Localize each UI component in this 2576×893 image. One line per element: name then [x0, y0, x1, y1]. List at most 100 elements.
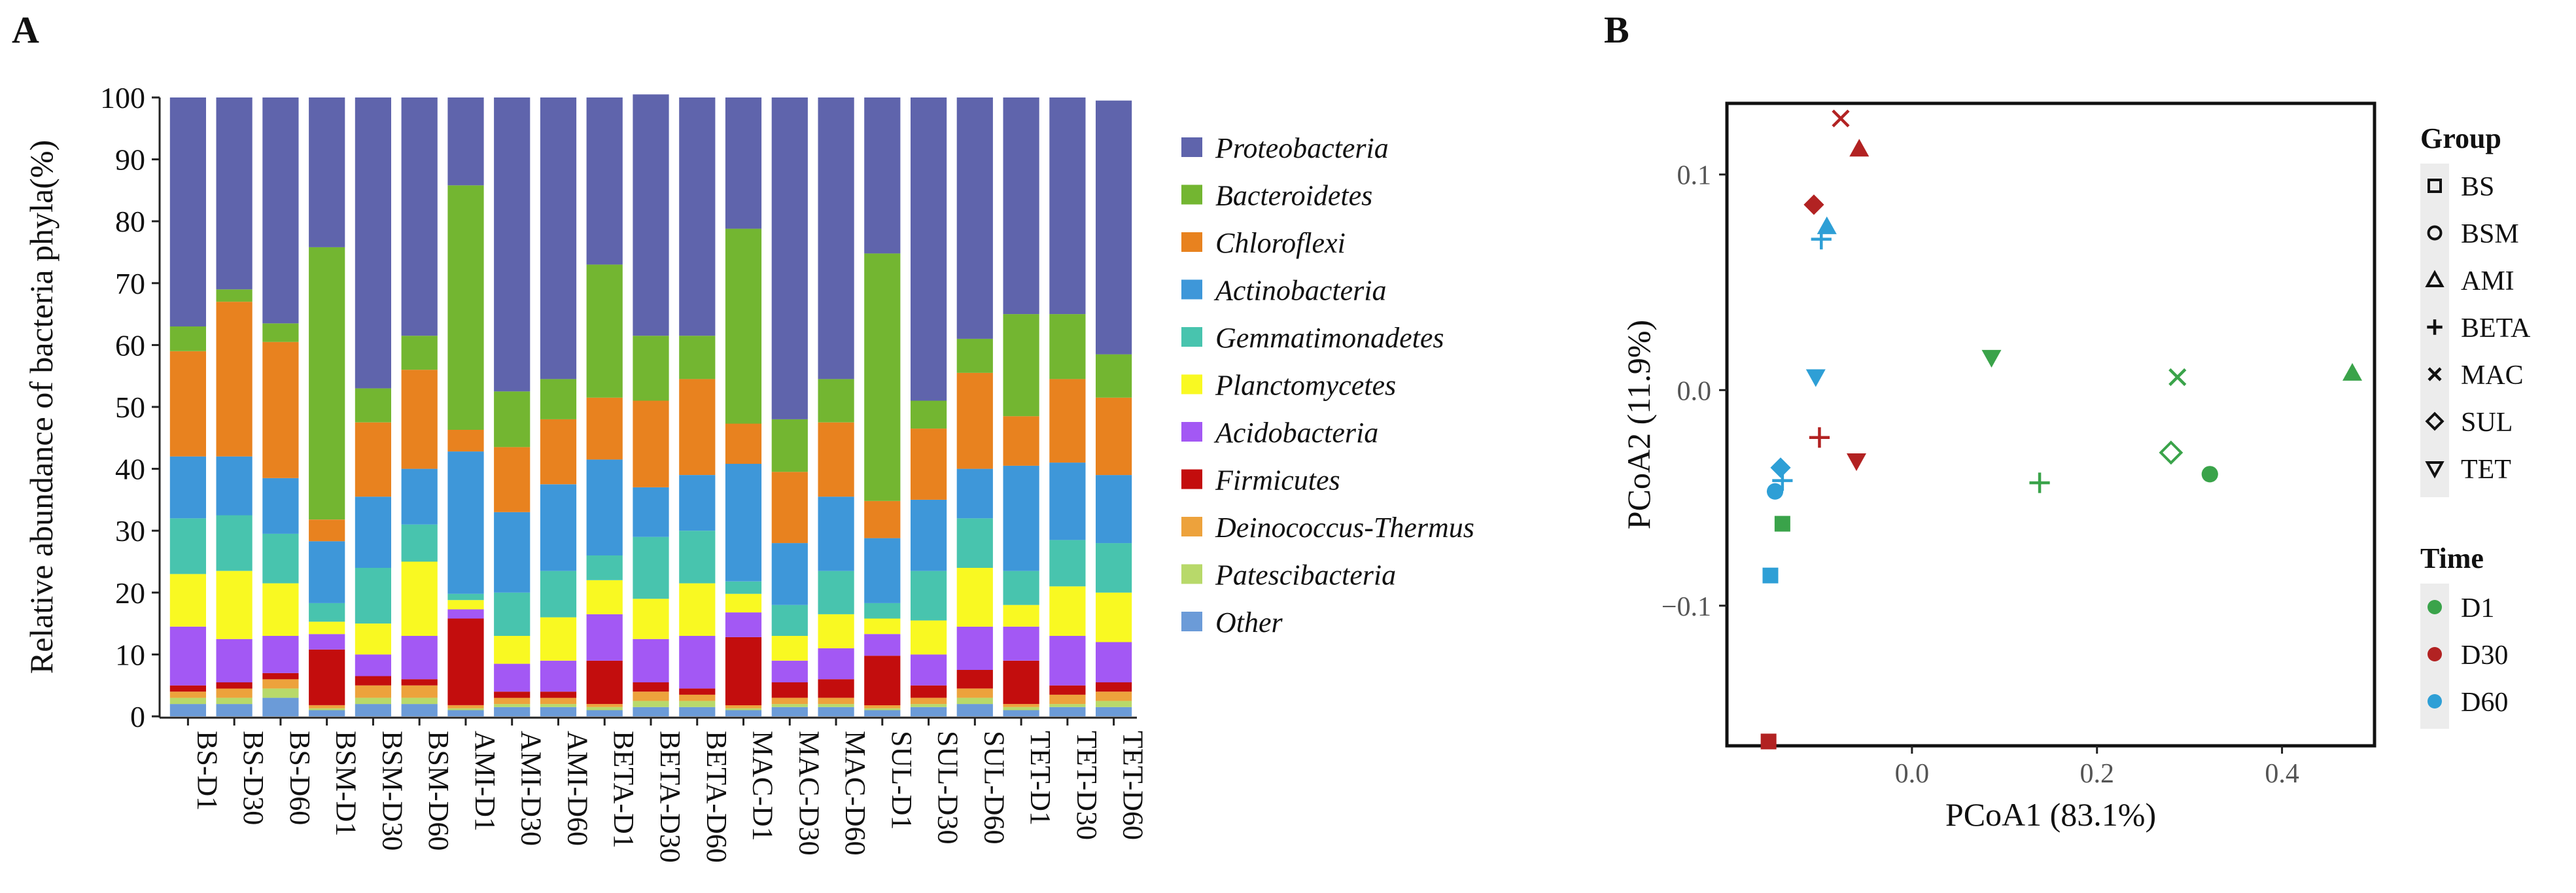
bar-segment-bacteroidetes-ami-d60 [540, 379, 577, 419]
bar-segment-patescibacteria-beta-d60 [679, 701, 716, 707]
bar-segment-firmicutes-ami-d30 [494, 692, 531, 698]
bar-segment-other-ami-d1 [447, 710, 484, 716]
x-tick-label-mac-d60: MAC-D60 [839, 731, 871, 856]
legend-swatch-patescibacteria [1181, 564, 1202, 584]
point-beta-d1 [2029, 472, 2050, 493]
bar-segment-gemmatimonadetes-bs-d1 [169, 518, 206, 574]
legend-swatch-other [1181, 612, 1202, 631]
legend-label-other: Other [1215, 606, 1283, 639]
bar-segment-acidobacteria-sul-d30 [911, 654, 947, 686]
legend-label-d30: D30 [2461, 640, 2508, 671]
legend: Group Time BS BSM AMI BETA MAC SUL TET D1 D30 D60 [2420, 122, 2531, 729]
bar-segment-chloroflexi-mac-d30 [771, 472, 808, 544]
bar-segment-bacteroidetes-ami-d1 [447, 185, 484, 430]
bar-segment-firmicutes-bs-d30 [216, 682, 252, 689]
bar-segment-acidobacteria-tet-d60 [1096, 642, 1132, 682]
bar-segment-other-mac-d30 [771, 707, 808, 716]
bar-segment-acidobacteria-sul-d60 [956, 626, 993, 670]
bar-segment-gemmatimonadetes-bs-d30 [216, 515, 252, 571]
bar-segment-other-sul-d30 [911, 707, 947, 716]
bar-segment-actinobacteria-beta-d1 [586, 459, 623, 555]
bar-segment-chloroflexi-bs-d60 [262, 341, 299, 478]
legend-swatch-bacteroidetes [1181, 184, 1202, 205]
bar-segment-bacteroidetes-ami-d30 [494, 391, 531, 447]
bar-segment-actinobacteria-tet-d1 [1003, 465, 1039, 571]
legend-label-ami: AMI [2461, 266, 2515, 296]
bar-segment-actinobacteria-beta-d30 [633, 487, 669, 537]
y-axis-ticks: 0 10 20 30 40 50 60 70 80 90 100 [100, 81, 160, 733]
bar-segment-planctomycetes-mac-d30 [771, 636, 808, 661]
x-tick-label-sul-d30: SUL-D30 [932, 731, 964, 845]
bar-segment-proteobacteria-bsm-d30 [355, 97, 391, 389]
bar-segment-actinobacteria-bs-d30 [216, 456, 252, 516]
legend-key-bs [2428, 179, 2442, 193]
y-tick-label: 70 [115, 267, 145, 300]
bar-segment-bacteroidetes-mac-d60 [818, 379, 854, 423]
bar-segment-other-beta-d60 [679, 707, 716, 716]
bar-segment-firmicutes-bsm-d1 [309, 649, 345, 705]
bar-segment-proteobacteria-tet-d60 [1096, 100, 1132, 355]
bar-segment-chloroflexi-tet-d1 [1003, 416, 1039, 466]
bar-segment-bacteroidetes-sul-d1 [864, 253, 901, 501]
bar-segment-deinococcus-thermus-bsm-d30 [355, 685, 391, 698]
x-tick-label-mac-d1: MAC-D1 [747, 731, 779, 841]
y-tick-label: 0 [130, 700, 145, 733]
bar-segment-deinococcus-thermus-bsm-d1 [309, 705, 345, 709]
bar-segment-chloroflexi-bs-d1 [169, 351, 206, 457]
bar-segment-other-beta-d1 [586, 710, 623, 716]
legend-swatch-proteobacteria [1181, 137, 1202, 157]
bar-segment-firmicutes-beta-d1 [586, 660, 623, 705]
point-mac-d1 [2168, 368, 2187, 387]
bar-segment-bacteroidetes-sul-d60 [956, 338, 993, 373]
point-tet-d1 [1981, 349, 2002, 368]
y-tick-label: 90 [115, 143, 145, 177]
bar-segment-deinococcus-thermus-bsm-d60 [401, 685, 438, 698]
point-tet-d60 [1805, 369, 1826, 387]
bar-segment-proteobacteria-sul-d30 [911, 97, 947, 401]
pcoa-scatter-chart: −0.1 0.0 0.1 0.0 0.2 0.4 PCoA1 (83.1%) PCoA2… [1620, 101, 2531, 833]
legend-label-bsm: BSM [2461, 219, 2519, 249]
bar-segment-deinococcus-thermus-mac-d30 [771, 697, 808, 705]
bar-segment-planctomycetes-bs-d60 [262, 583, 299, 636]
bar-segment-gemmatimonadetes-ami-d60 [540, 570, 577, 618]
bar-segment-actinobacteria-bsm-d1 [309, 541, 345, 603]
panel-a-label: A [12, 9, 39, 51]
bar-segment-chloroflexi-ami-d1 [447, 430, 484, 452]
bar-segment-actinobacteria-beta-d60 [679, 475, 716, 531]
bar-segment-proteobacteria-mac-d1 [725, 97, 762, 229]
x-tick-label: 0.0 [1895, 759, 1930, 789]
x-tick-label-bsm-d60: BSM-D60 [423, 731, 455, 850]
bar-segment-acidobacteria-beta-d1 [586, 614, 623, 661]
bar-segment-acidobacteria-tet-d30 [1049, 636, 1086, 686]
bar-segment-proteobacteria-beta-d30 [633, 94, 669, 336]
bar-segment-proteobacteria-bs-d1 [169, 97, 206, 326]
point-sul-d60 [1770, 457, 1791, 478]
bar-segment-deinococcus-thermus-beta-d60 [679, 694, 716, 701]
bar-segment-deinococcus-thermus-mac-d60 [818, 697, 854, 705]
bar-segment-chloroflexi-bsm-d60 [401, 370, 438, 469]
point-sul-d1 [2159, 440, 2184, 465]
bar-segment-gemmatimonadetes-tet-d1 [1003, 570, 1039, 605]
bar-segment-patescibacteria-tet-d60 [1096, 701, 1132, 707]
legend-key-d30 [2428, 647, 2442, 661]
legend-swatch-chloroflexi [1181, 232, 1202, 252]
x-tick-label-tet-d1: TET-D1 [1024, 731, 1056, 826]
bar-segment-bacteroidetes-mac-d1 [725, 228, 762, 424]
bar-segment-actinobacteria-tet-d60 [1096, 475, 1132, 544]
bar-area [169, 94, 1132, 716]
bar-segment-chloroflexi-ami-d60 [540, 419, 577, 485]
bar-segment-patescibacteria-sul-d1 [864, 708, 901, 710]
bar-segment-other-ami-d30 [494, 707, 531, 716]
bar-segment-chloroflexi-beta-d1 [586, 397, 623, 460]
bar-segment-patescibacteria-bsm-d1 [309, 708, 345, 710]
bar-segment-bacteroidetes-tet-d1 [1003, 314, 1039, 417]
bar-segment-planctomycetes-sul-d1 [864, 618, 901, 635]
bar-segment-other-beta-d30 [633, 707, 669, 716]
bar-segment-bacteroidetes-beta-d1 [586, 264, 623, 398]
bar-segment-planctomycetes-tet-d30 [1049, 586, 1086, 636]
bar-segment-firmicutes-ami-d60 [540, 692, 577, 698]
bar-segment-gemmatimonadetes-sul-d1 [864, 603, 901, 619]
bar-segment-gemmatimonadetes-mac-d60 [818, 570, 854, 614]
bar-segment-actinobacteria-bsm-d60 [401, 468, 438, 525]
